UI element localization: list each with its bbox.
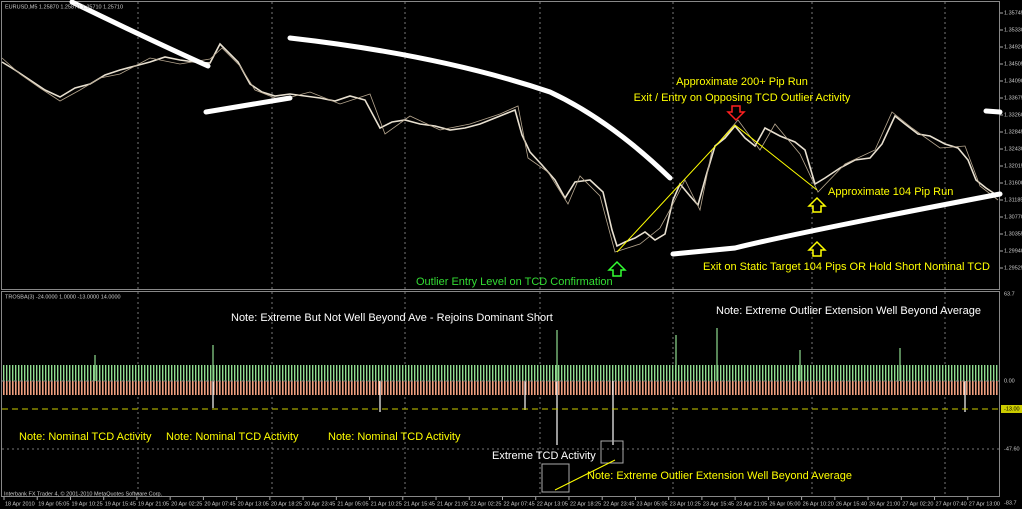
scale-label: -47.60 xyxy=(1004,446,1020,452)
price-label: 1.32430 xyxy=(1004,146,1022,152)
annotation: Extreme TCD Activity xyxy=(492,450,596,462)
time-label: 23 Apr 21:05 xyxy=(736,501,767,507)
annotation: Outlier Entry Level on TCD Confirmation xyxy=(416,276,613,288)
price-label: 1.34505 xyxy=(1004,61,1022,67)
time-label: 20 Apr 07:45 xyxy=(204,501,235,507)
time-label: 22 Apr 07:45 xyxy=(504,501,535,507)
time-label: 23 Apr 10:25 xyxy=(670,501,701,507)
price-label: 1.32845 xyxy=(1004,129,1022,135)
price-label: 1.32015 xyxy=(1004,163,1022,169)
annotation: Note: Nominal TCD Activity xyxy=(328,431,461,443)
annotation: Approximate 200+ Pip Run xyxy=(676,76,808,88)
scale-label: 63.7 xyxy=(1004,291,1015,297)
time-label: 21 Apr 15:45 xyxy=(404,501,435,507)
time-label: 21 Apr 05:05 xyxy=(337,501,368,507)
time-label: 19 Apr 10:25 xyxy=(71,501,102,507)
axes: 1.35745 1.35330 1.34920 1.34505 1.34090 1.336… xyxy=(3,10,1022,507)
time-label: 18 Apr 2010 xyxy=(5,501,35,507)
run-lines xyxy=(616,124,818,253)
price-label: 1.29940 xyxy=(1004,248,1022,254)
scale-label: -13.00 xyxy=(1004,406,1020,412)
price-label: 1.31600 xyxy=(1004,180,1022,186)
time-label: 20 Apr 02:25 xyxy=(171,501,202,507)
annotation: Note: Nominal TCD Activity xyxy=(19,431,152,443)
symbol-header: EURUSD,M5 1.25870 1.25870 1.25710 1.2571… xyxy=(5,4,123,10)
scale-label: -83.7 xyxy=(1004,500,1017,506)
time-label: 20 Apr 18:25 xyxy=(271,501,302,507)
copyright: Interbank FX Trader 4, © 2001-2010 MetaQ… xyxy=(4,490,163,497)
annotation: Note: Extreme But Not Well Beyond Ave - … xyxy=(231,312,553,324)
time-label: 20 Apr 13:05 xyxy=(238,501,269,507)
time-label: 26 Apr 21:00 xyxy=(869,501,900,507)
target-arrow xyxy=(807,240,827,257)
price-noise xyxy=(1,47,999,253)
price-label: 1.30770 xyxy=(1004,214,1022,220)
scale-label: 0.00 xyxy=(1004,378,1015,384)
price-label: 1.35745 xyxy=(1004,10,1022,16)
time-label: 23 Apr 15:45 xyxy=(703,501,734,507)
highlight-box xyxy=(600,440,624,464)
histogram-spikes xyxy=(94,328,966,445)
time-label: 22 Apr 18:25 xyxy=(570,501,601,507)
price-label: 1.33260 xyxy=(1004,112,1022,118)
time-label: 26 Apr 15:40 xyxy=(836,501,867,507)
histogram-positive xyxy=(3,365,999,381)
time-label: 19 Apr 15:45 xyxy=(105,501,136,507)
indicator-header: TROSBA(3) -24.0000 1.0000 -13.0000 14.00… xyxy=(5,294,121,300)
histogram-negative xyxy=(3,381,999,395)
time-label: 26 Apr 05:00 xyxy=(769,501,800,507)
time-label: 20 Apr 23:45 xyxy=(304,501,335,507)
target-arrow xyxy=(807,196,827,213)
price-label: 1.34920 xyxy=(1004,44,1022,50)
annotation: Note: Extreme Outlier Extension Well Bey… xyxy=(587,470,852,482)
annotation: Approximate 104 Pip Run xyxy=(828,186,953,198)
price-label: 1.34090 xyxy=(1004,78,1022,84)
time-label: 23 Apr 05:05 xyxy=(636,501,667,507)
price-label: 1.31185 xyxy=(1004,197,1022,203)
price-label: 1.30355 xyxy=(1004,231,1022,237)
time-label: 27 Apr 13:00 xyxy=(969,501,1000,507)
annotation: Note: Extreme Outlier Extension Well Bey… xyxy=(716,305,981,317)
time-label: 22 Apr 13:05 xyxy=(537,501,568,507)
time-label: 22 Apr 23:45 xyxy=(603,501,634,507)
price-label: 1.29525 xyxy=(1004,265,1022,271)
time-label: 27 Apr 07:40 xyxy=(936,501,967,507)
time-label: 26 Apr 10:20 xyxy=(803,501,834,507)
annotation: Exit on Static Target 104 Pips OR Hold S… xyxy=(703,261,990,273)
day-separators xyxy=(137,2,946,496)
trend-lines xyxy=(69,0,1003,257)
indicator-panel-frame xyxy=(1,291,1000,497)
price-label: 1.33675 xyxy=(1004,95,1022,101)
buy-arrow xyxy=(607,260,627,277)
sell-arrow xyxy=(726,105,746,122)
annotation: Note: Nominal TCD Activity xyxy=(166,431,299,443)
time-label: 19 Apr 21:05 xyxy=(138,501,169,507)
highlight-box xyxy=(541,463,570,493)
time-label: 21 Apr 21:05 xyxy=(437,501,468,507)
main-panel-frame xyxy=(1,1,1000,290)
time-label: 21 Apr 10:25 xyxy=(371,501,402,507)
scale-label-box xyxy=(1001,405,1022,413)
time-label: 19 Apr 05:05 xyxy=(38,501,69,507)
time-label: 27 Apr 02:20 xyxy=(902,501,933,507)
time-label: 22 Apr 02:25 xyxy=(470,501,501,507)
price-label: 1.35330 xyxy=(1004,27,1022,33)
connector xyxy=(554,459,616,491)
annotation: Exit / Entry on Opposing TCD Outlier Act… xyxy=(634,92,851,104)
